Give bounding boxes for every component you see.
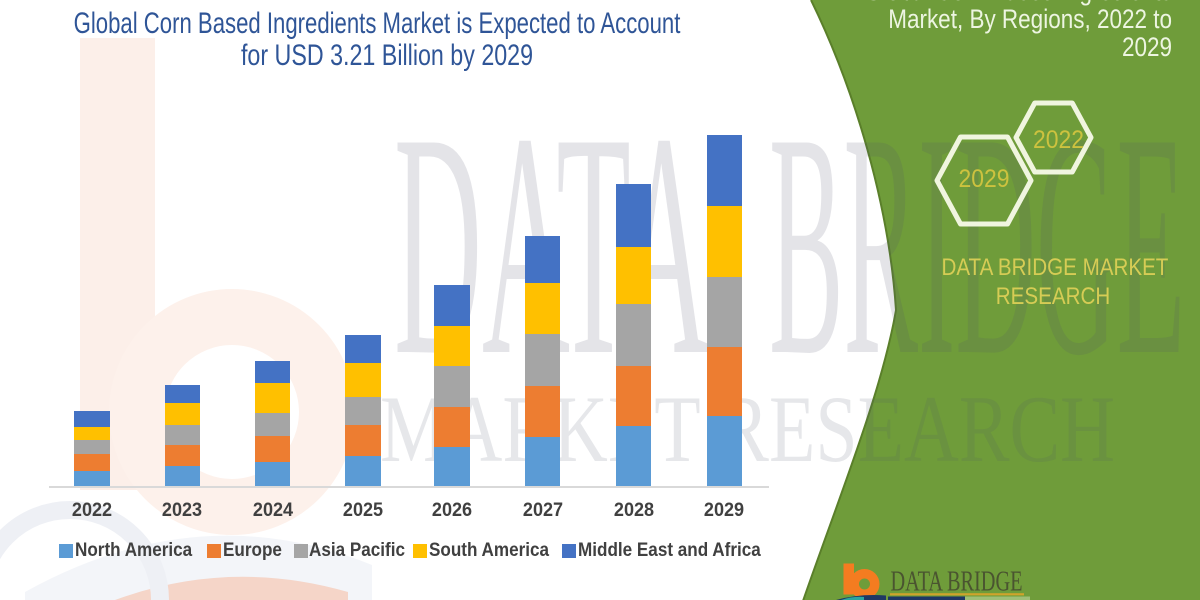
svg-text:MARKET RESEARCH: MARKET RESEARCH [380,376,1115,482]
svg-text:BRIDGE: BRIDGE [769,68,1185,422]
svg-text:DATA BRIDGE: DATA BRIDGE [891,566,1023,598]
